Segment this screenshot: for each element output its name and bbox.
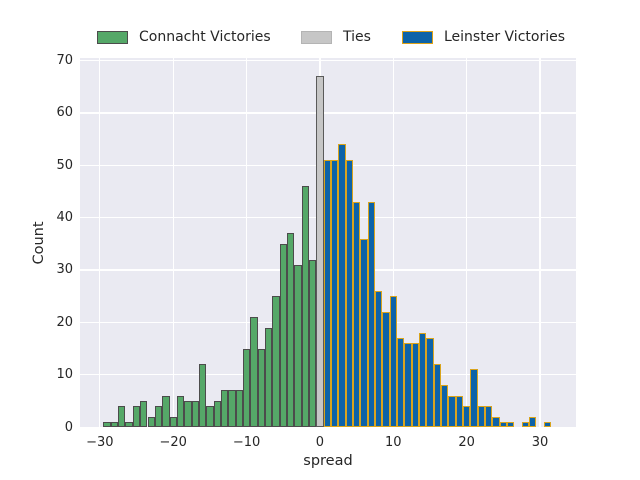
histogram-bar-spread--25 (132, 406, 141, 427)
histogram-bar-spread--1 (308, 259, 317, 427)
x-tick-label-10: 10 (385, 435, 402, 450)
y-axis-label: Count (31, 221, 47, 265)
histogram-bar-spread--18 (184, 400, 192, 427)
x-axis-label: spread (303, 453, 353, 469)
histogram-bar-spread--9 (250, 317, 258, 427)
histogram-bar-spread--14 (213, 400, 221, 427)
histogram-bar-spread-1 (323, 160, 331, 427)
y-tick-label-60: 60 (56, 105, 73, 121)
histogram-bar-spread-29 (529, 416, 537, 427)
x-tick-label--20: −20 (159, 435, 187, 450)
histogram-bar-spread--10 (242, 348, 251, 427)
histogram-bar-spread--17 (191, 400, 199, 427)
histogram-bar-spread--27 (118, 406, 126, 427)
y-tick-label-10: 10 (56, 367, 73, 383)
x-tick-label-30: 30 (531, 435, 549, 450)
histogram-bar-spread-8 (374, 290, 383, 427)
histogram-bar-spread--19 (176, 395, 185, 427)
legend-swatch-leinster (402, 30, 433, 44)
histogram-bar-spread--24 (140, 400, 148, 427)
histogram-bar-spread--5 (279, 243, 287, 427)
histogram-bar-spread-19 (455, 395, 463, 427)
legend-label-leinster: Leinster Victories (444, 29, 565, 45)
histogram-bar-spread--12 (228, 390, 236, 427)
legend-item-leinster: Leinster Victories (402, 29, 565, 45)
histogram-bar-spread-3 (338, 144, 346, 427)
histogram-bar-spread--28 (110, 421, 119, 427)
histogram-bar-spread--6 (272, 296, 280, 427)
legend-label-connacht: Connacht Victories (139, 29, 271, 45)
histogram-bar-spread--26 (125, 421, 133, 427)
histogram-bar-spread-12 (404, 343, 412, 427)
gridline-x-20 (466, 58, 468, 427)
histogram-bar-spread-21 (470, 369, 478, 427)
legend-swatch-ties (301, 30, 332, 44)
gridline-x--30 (99, 58, 101, 427)
gridline-x--10 (245, 58, 248, 427)
histogram-bar-spread--8 (257, 348, 265, 427)
legend-label-ties: Ties (343, 29, 371, 45)
legend: Connacht Victories Ties Leinster Victori… (0, 22, 640, 50)
histogram-bar-spread-20 (463, 406, 471, 427)
histogram-bar-spread-24 (492, 416, 500, 427)
histogram-bar-spread-7 (367, 201, 375, 427)
y-tick-label-70: 70 (56, 53, 73, 69)
histogram-bar-spread-14 (418, 332, 427, 427)
histogram-bar-spread-0 (316, 76, 324, 427)
x-tick-label-20: 20 (458, 435, 475, 450)
gridline-y-70 (80, 60, 576, 62)
x-tick-label--30: −30 (86, 435, 114, 450)
plot-area (80, 58, 576, 427)
legend-item-connacht: Connacht Victories (97, 29, 271, 45)
x-tick-label-0: 0 (315, 435, 325, 450)
histogram-bar-spread-18 (448, 395, 456, 427)
histogram-bar-spread-17 (440, 385, 449, 427)
histogram-bar-spread-9 (382, 311, 390, 427)
histogram-bar-spread-15 (426, 338, 434, 427)
histogram-bar-spread-4 (345, 160, 353, 427)
histogram-bar-spread--21 (162, 395, 170, 427)
histogram-bar-spread--29 (103, 421, 111, 427)
histogram-bar-spread--15 (206, 406, 214, 427)
histogram-bar-spread-23 (485, 406, 493, 427)
histogram-bar-spread-5 (352, 201, 361, 427)
legend-item-ties: Ties (301, 29, 371, 45)
histogram-bar-spread-28 (521, 421, 530, 427)
histogram-bar-spread-10 (389, 296, 397, 427)
y-tick-label-40: 40 (56, 210, 73, 226)
histogram-bar-spread--3 (294, 264, 302, 427)
histogram-bar-spread-6 (360, 238, 368, 427)
x-tick-label--10: −10 (232, 435, 261, 450)
gridline-x-10 (392, 58, 394, 427)
histogram-bar-spread-2 (330, 160, 339, 427)
legend-swatch-connacht (97, 30, 128, 44)
histogram-bar-spread--13 (220, 390, 229, 427)
histogram-bar-spread--16 (198, 364, 207, 427)
gridline-x-30 (539, 58, 541, 427)
histogram-bar-spread-31 (543, 421, 552, 427)
histogram-bar-spread--2 (301, 186, 309, 427)
histogram-bar-spread--20 (169, 416, 177, 427)
y-tick-label-0: 0 (64, 419, 73, 435)
gridline-y-60 (80, 112, 576, 114)
histogram-bar-spread--4 (286, 233, 295, 427)
histogram-bar-spread--23 (147, 416, 155, 427)
histogram-bar-spread-25 (499, 421, 508, 427)
histogram-bar-spread--7 (264, 327, 273, 427)
histogram-bar-spread-11 (396, 338, 405, 427)
histogram-bar-spread-16 (433, 364, 441, 427)
histogram-bar-spread-22 (477, 406, 485, 427)
y-tick-label-50: 50 (56, 157, 73, 173)
histogram-bar-spread--11 (235, 390, 243, 427)
histogram-bar-spread-26 (507, 421, 515, 427)
histogram-bar-spread-13 (411, 343, 419, 427)
histogram-bar-spread--22 (154, 406, 163, 427)
y-tick-label-20: 20 (56, 314, 73, 330)
y-tick-label-30: 30 (56, 262, 73, 278)
gridline-x--20 (172, 58, 174, 427)
